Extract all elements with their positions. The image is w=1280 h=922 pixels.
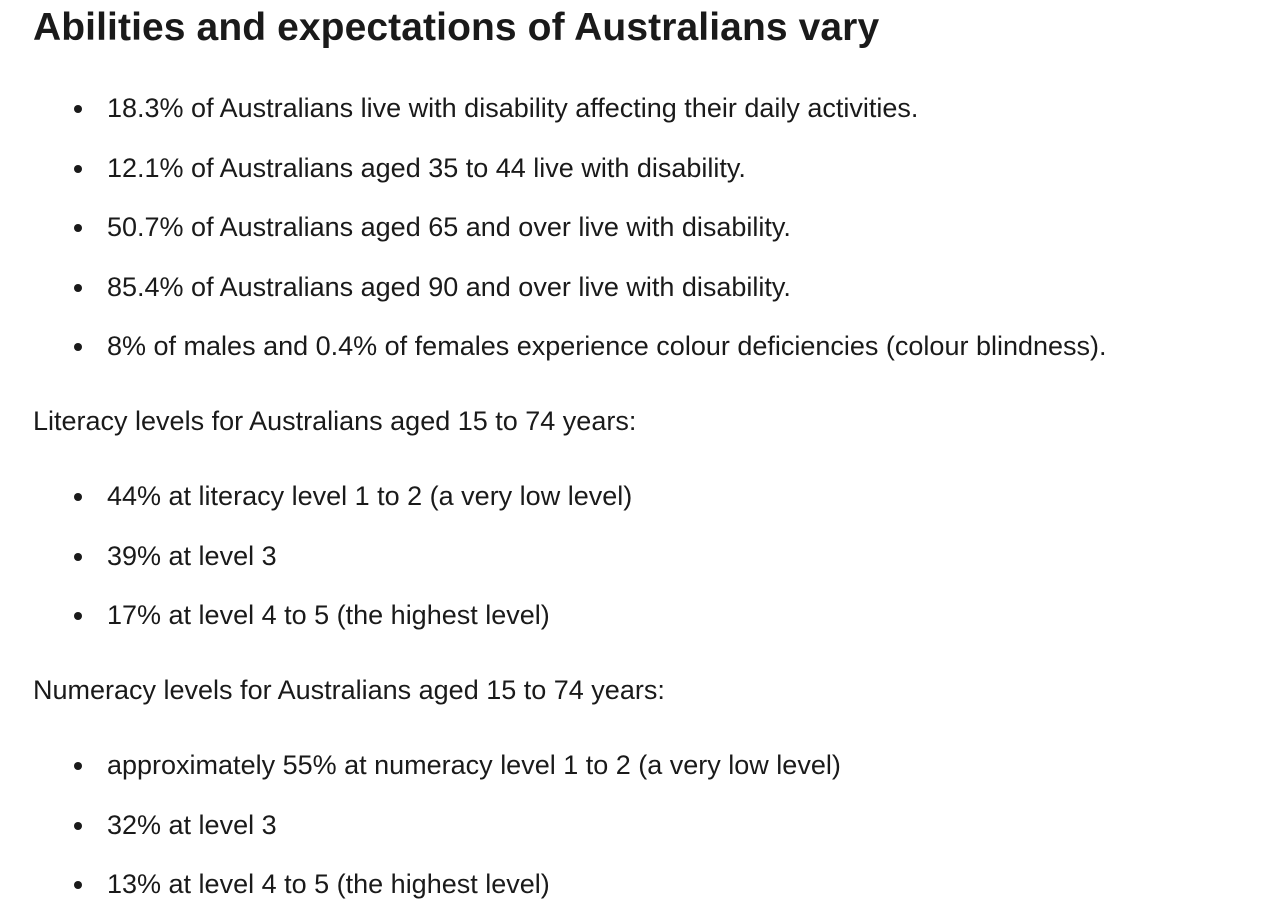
list-item: 39% at level 3 — [33, 534, 632, 594]
bullet-icon — [74, 224, 82, 233]
list-item: 85.4% of Australians aged 90 and over li… — [33, 265, 1107, 325]
page-title: Abilities and expectations of Australian… — [33, 6, 880, 49]
list-item: 8% of males and 0.4% of females experien… — [33, 324, 1107, 384]
bullet-icon — [74, 493, 82, 501]
list-item: 12.1% of Australians aged 35 to 44 live … — [33, 146, 1107, 206]
list-item-text: 13% at level 4 to 5 (the highest level) — [107, 869, 550, 900]
list-item-text: 39% at level 3 — [107, 540, 277, 571]
list-item: 13% at level 4 to 5 (the highest level) — [33, 862, 841, 922]
list-item: 18.3% of Australians live with disabilit… — [33, 86, 1107, 146]
bullet-icon — [74, 821, 82, 830]
bullet-icon — [74, 612, 82, 621]
list-item-text: 17% at level 4 to 5 (the highest level) — [107, 600, 550, 631]
list-item-text: 12.1% of Australians aged 35 to 44 live … — [107, 152, 746, 183]
bullet-icon — [74, 283, 82, 292]
list-item-text: 32% at level 3 — [107, 809, 277, 840]
bullet-icon — [74, 881, 82, 890]
list-item-text: approximately 55% at numeracy level 1 to… — [107, 750, 841, 780]
list-item: 32% at level 3 — [33, 803, 841, 863]
list-item: 50.7% of Australians aged 65 and over li… — [33, 205, 1107, 265]
list-item: approximately 55% at numeracy level 1 to… — [33, 743, 841, 803]
list-item: 17% at level 4 to 5 (the highest level) — [33, 593, 632, 653]
bullet-icon — [74, 343, 82, 352]
list-item-text: 50.7% of Australians aged 65 and over li… — [107, 212, 791, 243]
literacy-levels-list: 44% at literacy level 1 to 2 (a very low… — [33, 474, 632, 653]
list-item-text: 44% at literacy level 1 to 2 (a very low… — [107, 481, 633, 511]
list-item: 44% at literacy level 1 to 2 (a very low… — [33, 474, 632, 534]
numeracy-intro: Numeracy levels for Australians aged 15 … — [33, 675, 665, 705]
list-item-text: 85.4% of Australians aged 90 and over li… — [107, 271, 791, 302]
bullet-icon — [74, 552, 82, 561]
disability-stats-list: 18.3% of Australians live with disabilit… — [33, 86, 1107, 384]
list-item-text: 8% of males and 0.4% of females experien… — [107, 331, 1107, 362]
literacy-intro: Literacy levels for Australians aged 15 … — [33, 406, 637, 436]
list-item-text: 18.3% of Australians live with disabilit… — [107, 93, 919, 123]
bullet-icon — [74, 762, 82, 770]
numeracy-levels-list: approximately 55% at numeracy level 1 to… — [33, 743, 841, 922]
bullet-icon — [74, 105, 82, 113]
bullet-icon — [74, 164, 82, 173]
